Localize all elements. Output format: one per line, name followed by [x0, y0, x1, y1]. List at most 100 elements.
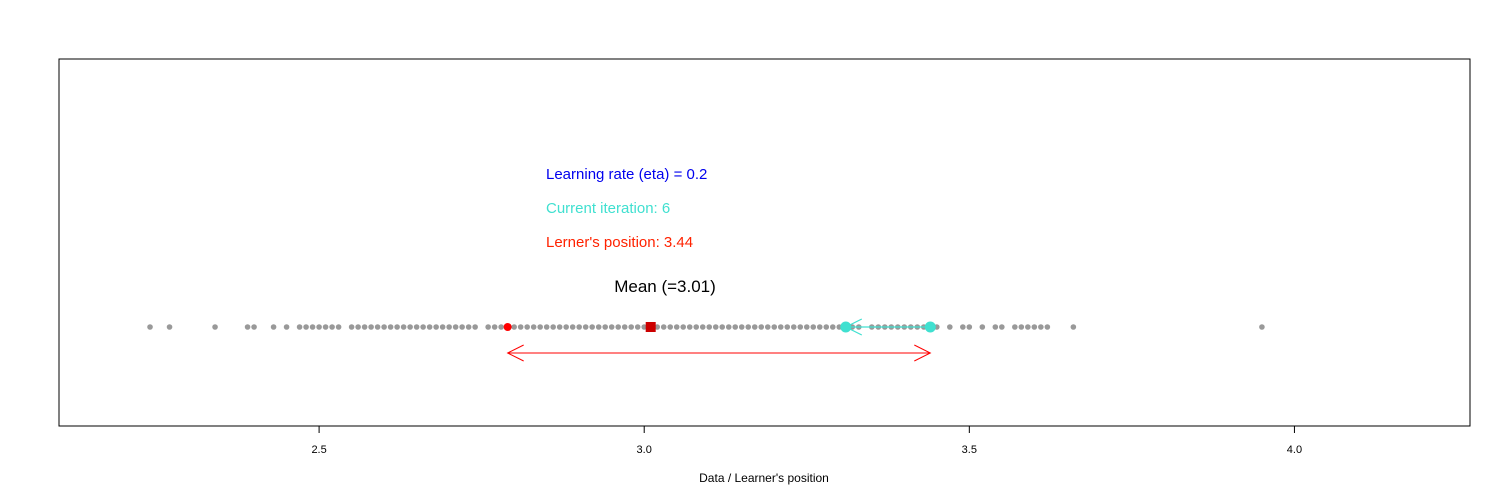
iteration-annotation: Current iteration: 6: [546, 200, 670, 217]
data-point: [244, 324, 251, 330]
data-point: [693, 324, 700, 330]
data-point: [654, 324, 661, 330]
data-point: [829, 324, 836, 330]
data-point: [699, 324, 706, 330]
data-point: [407, 324, 413, 330]
mean-marker: [645, 322, 656, 332]
data-point: [329, 324, 335, 330]
data-point: [413, 324, 420, 330]
data-point: [270, 324, 277, 330]
data-point: [381, 324, 387, 330]
x-axis: 2.5 3.0 3.5 4.0: [311, 426, 1302, 456]
data-point: [569, 324, 576, 330]
data-point: [660, 324, 667, 330]
data-point: [550, 324, 556, 330]
data-point: [543, 324, 550, 330]
data-point: [725, 324, 732, 330]
data-point: [803, 324, 810, 330]
x-axis-title: Data / Learner's position: [699, 471, 829, 485]
data-point: [147, 324, 153, 330]
data-point: [771, 324, 778, 330]
data-point: [348, 324, 355, 330]
data-point: [400, 324, 407, 330]
data-point: [680, 324, 687, 330]
data-point: [947, 324, 953, 330]
data-point: [1038, 324, 1044, 330]
data-point: [472, 324, 478, 330]
data-point: [1025, 324, 1031, 330]
data-point: [511, 324, 517, 330]
data-point: [251, 324, 257, 330]
data-point: [361, 324, 368, 330]
data-point: [790, 324, 797, 330]
range-arrow: [506, 344, 932, 362]
data-point: [576, 324, 582, 330]
data-point: [374, 324, 381, 330]
learner-trail: [845, 318, 931, 336]
data-point: [634, 324, 641, 330]
data-point: [446, 324, 452, 330]
data-point: [387, 324, 394, 330]
data-point: [1070, 324, 1077, 330]
data-point: [667, 324, 674, 330]
data-point: [621, 324, 628, 330]
data-point: [556, 324, 563, 330]
data-point: [1031, 324, 1038, 330]
data-point: [524, 324, 530, 330]
data-point: [738, 324, 745, 330]
data-point: [582, 324, 589, 330]
data-point: [810, 324, 817, 330]
data-point: [303, 324, 309, 330]
data-point: [602, 324, 608, 330]
data-point: [309, 324, 316, 330]
data-point: [1044, 324, 1051, 330]
data-point: [589, 324, 595, 330]
markers: [503, 318, 936, 362]
data-point: [498, 324, 504, 330]
data-point: [719, 324, 726, 330]
data-point: [485, 324, 491, 330]
data-point: [166, 324, 173, 330]
data-point: [1012, 324, 1018, 330]
learner-position-marker: [924, 321, 936, 333]
data-point: [595, 324, 602, 330]
data-point: [999, 324, 1005, 330]
x-tick-label: 2.5: [311, 444, 326, 456]
data-point: [758, 324, 765, 330]
data-point: [537, 324, 543, 330]
data-point: [491, 324, 498, 330]
data-point: [563, 324, 569, 330]
data-point: [439, 324, 446, 330]
data-point: [615, 324, 621, 330]
data-point: [992, 324, 999, 330]
data-point: [777, 324, 784, 330]
data-point: [797, 324, 804, 330]
plot-frame: [58, 58, 1471, 427]
data-point: [608, 324, 615, 330]
previous-position-marker: [840, 321, 852, 333]
data-point: [751, 324, 758, 330]
data-point: [368, 324, 374, 330]
data-point: [394, 324, 400, 330]
data-point: [1018, 324, 1025, 330]
mean-label: Mean (=3.01): [614, 277, 716, 296]
data-point: [355, 324, 361, 330]
data-point: [673, 324, 680, 330]
position-annotation: Lerner's position: 3.44: [546, 234, 693, 251]
data-point: [960, 324, 966, 330]
data-point: [641, 324, 648, 330]
data-point: [979, 324, 986, 330]
data-point: [420, 324, 426, 330]
data-points: [147, 324, 1265, 330]
x-tick-label: 3.5: [962, 444, 977, 456]
data-point: [433, 324, 439, 330]
data-point: [296, 324, 303, 330]
data-point: [1259, 324, 1265, 330]
data-point: [816, 324, 823, 330]
data-point: [283, 324, 290, 330]
data-point: [784, 324, 791, 330]
data-point: [706, 324, 713, 330]
data-point: [322, 324, 329, 330]
x-tick-label: 4.0: [1287, 444, 1302, 456]
